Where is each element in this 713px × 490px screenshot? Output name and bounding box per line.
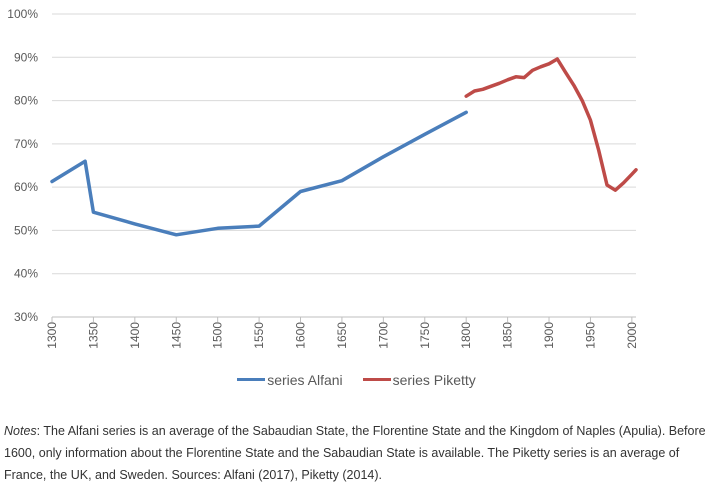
series-lines: [50, 57, 638, 237]
legend-item-piketty: series Piketty: [362, 371, 476, 388]
x-tick-label: 1800: [459, 322, 473, 349]
x-tick-label: 1750: [418, 322, 432, 349]
x-tick-label: 1900: [542, 322, 556, 349]
x-tick-label: 1450: [169, 322, 183, 349]
legend-item-alfani: series Alfani: [237, 371, 343, 388]
x-axis-labels: 1300 1350 1400 1450 1500 1550 1600 1650 1700 1750…: [45, 322, 639, 349]
x-tick-label: 1550: [252, 322, 266, 349]
gridlines: [52, 13, 636, 275]
x-tick-label: 1600: [294, 322, 308, 349]
legend-label-piketty: series Piketty: [392, 371, 476, 388]
line-chart: 30% 40% 50% 60% 70% 80% 90% 100% 1300 1350 1400 14…: [7, 7, 639, 349]
y-tick-label: 60%: [14, 180, 38, 194]
x-tick-label: 1400: [128, 322, 142, 349]
y-tick-label: 100%: [7, 7, 38, 21]
y-tick-label: 30%: [14, 310, 38, 324]
legend-swatch-alfani: [237, 378, 266, 381]
series-line-alfani: [50, 110, 468, 237]
x-tick-label: 1350: [86, 322, 100, 349]
legend-label-alfani: series Alfani: [267, 371, 343, 388]
x-tick-label: 1650: [335, 322, 349, 349]
y-tick-label: 80%: [14, 94, 38, 108]
x-tick-label: 1300: [45, 322, 59, 349]
chart-notes: Notes: The Alfani series is an average o…: [4, 420, 707, 486]
y-tick-label: 50%: [14, 223, 38, 237]
x-tick-label: 2000: [625, 322, 639, 349]
notes-label: Notes: [4, 424, 37, 438]
x-tick-label: 1500: [211, 322, 225, 349]
x-tick-label: 1950: [583, 322, 597, 349]
y-tick-label: 90%: [14, 50, 38, 64]
notes-text: : The Alfani series is an average of the…: [4, 424, 706, 482]
x-axis: [51, 316, 636, 322]
y-axis-labels: 30% 40% 50% 60% 70% 80% 90% 100%: [7, 7, 38, 324]
legend: series Alfani series Piketty: [0, 368, 713, 388]
y-tick-label: 40%: [14, 267, 38, 281]
x-tick-label: 1700: [376, 322, 390, 349]
legend-swatch-piketty: [362, 378, 391, 381]
x-tick-label: 1850: [501, 322, 515, 349]
y-tick-label: 70%: [14, 137, 38, 151]
series-line-piketty: [464, 57, 638, 192]
